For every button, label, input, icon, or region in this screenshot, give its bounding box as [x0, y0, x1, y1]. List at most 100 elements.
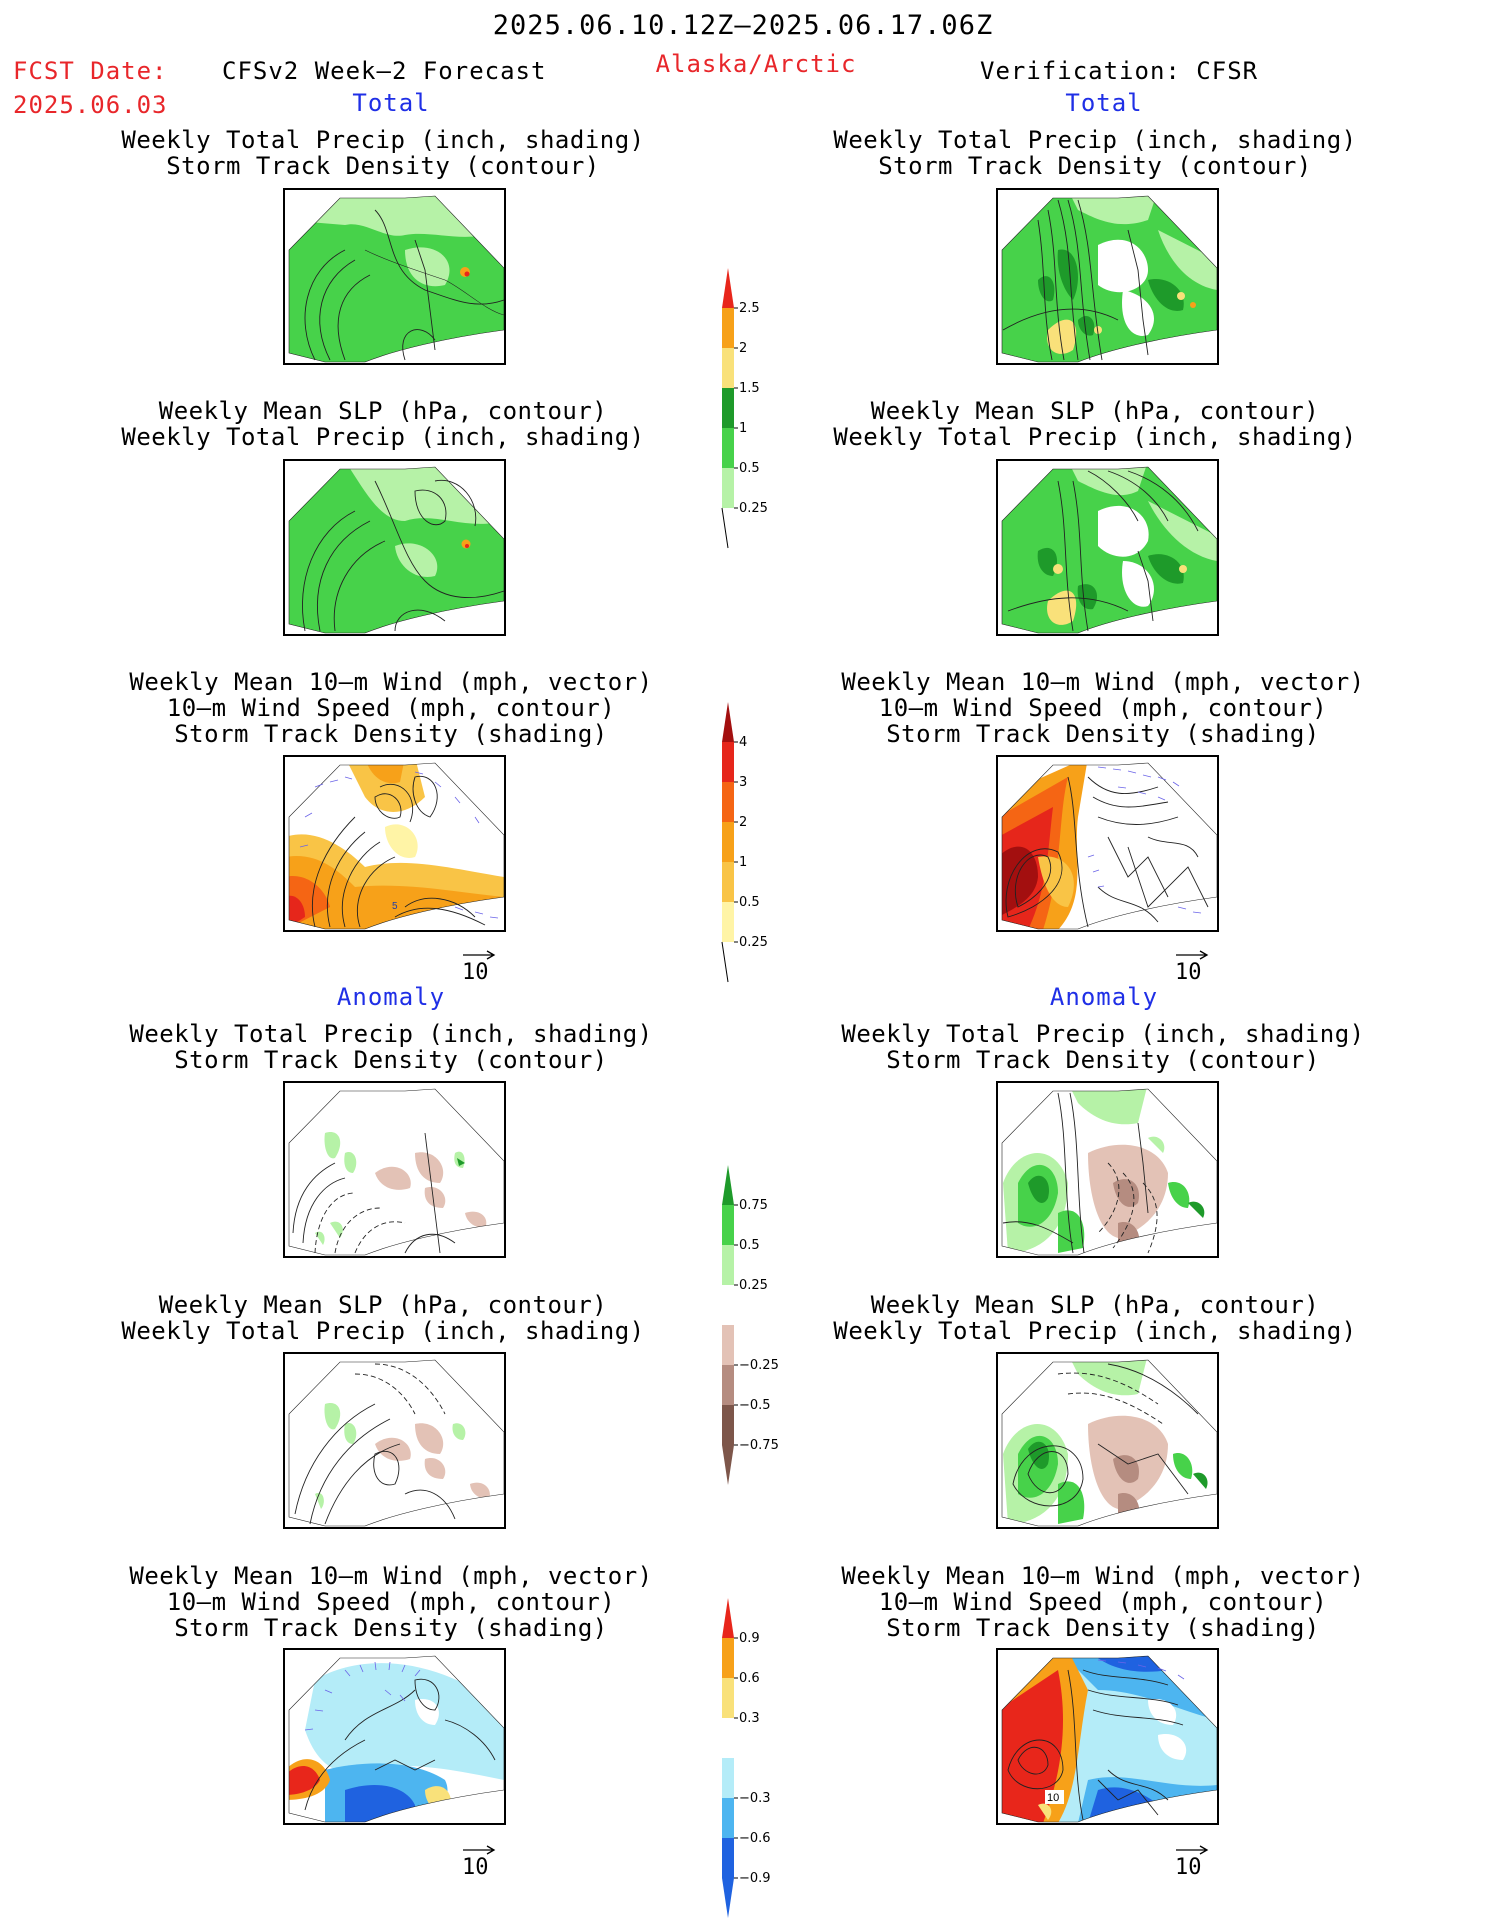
vector-ref-total-left: 10 — [462, 950, 496, 985]
section-total-left: Total — [352, 89, 430, 117]
colorbar-segment — [722, 782, 734, 822]
map-anom-wind-left — [283, 1648, 506, 1825]
colorbar-tail — [721, 941, 729, 983]
map-total-slp-right — [996, 459, 1219, 636]
panel-title-anom-slp-left: Weekly Mean SLP (hPa, contour) Weekly Tot… — [121, 1291, 645, 1345]
map-anom-wind-right: 10 — [996, 1648, 1219, 1825]
section-total-right: Total — [1065, 89, 1143, 117]
colorbar-precip-total: 2.5 2 1.5 1 0.5 0.25 — [718, 268, 788, 553]
colorbar-segment — [722, 1758, 734, 1798]
colorbar-segment — [722, 1838, 734, 1878]
arrow-right-icon — [1176, 1845, 1209, 1855]
map-anom-slp-left — [283, 1352, 506, 1529]
colorbar-top-triangle — [722, 1165, 734, 1205]
colorbar-storm-total: 4 3 2 1 0.5 0.25 — [718, 702, 788, 987]
colorbar-tick-label: −0.3 — [739, 1791, 771, 1806]
colorbar-tick-label: −0.9 — [739, 1871, 771, 1886]
colorbar-segment — [722, 1325, 734, 1365]
colorbar-tail — [721, 507, 729, 549]
vector-ref-anom-left: 10 — [462, 1845, 496, 1880]
panel-title-anom-precip-right: Weekly Total Precip (inch, shading) Storm… — [841, 1020, 1365, 1074]
colorbar-tick-label: 2 — [739, 341, 747, 356]
region-label: Alaska/Arctic — [655, 50, 857, 78]
colorbar-segment — [722, 1678, 734, 1718]
map-total-wind-left: 5 — [283, 755, 506, 932]
colorbar-segment — [722, 428, 734, 468]
vector-ref-label: 10 — [1175, 960, 1202, 985]
map-anom-precip-right — [996, 1081, 1219, 1258]
colorbar-tick-label: 0.75 — [739, 1198, 768, 1213]
colorbar-segment — [722, 1205, 734, 1245]
colorbar-tick-label: 1.5 — [739, 381, 760, 396]
colorbar-segment — [722, 1405, 734, 1445]
colorbar-tick-label: 1 — [739, 421, 747, 436]
arrow-right-icon — [1176, 950, 1209, 960]
colorbar-tick-label: −0.6 — [739, 1831, 771, 1846]
map-total-slp-left — [283, 459, 506, 636]
colorbar-svg: 2.5 2 1.5 1 0.5 0.25 — [721, 268, 768, 549]
colorbar-segment — [722, 348, 734, 388]
colorbar-bottom-triangle — [722, 1445, 734, 1485]
colorbar-tick-label: 0.25 — [739, 501, 768, 516]
arrow-right-icon — [463, 1845, 496, 1855]
map-total-wind-right — [996, 755, 1219, 932]
map-total-precip-left — [283, 188, 506, 365]
panel-title-anom-wind-right: Weekly Mean 10—m Wind (mph, vector) 10—m … — [841, 1562, 1365, 1642]
colorbar-segment — [722, 468, 734, 508]
vector-ref-label: 10 — [462, 1855, 489, 1880]
colorbar-tick-label: 0.25 — [739, 1278, 768, 1293]
colorbar-tick-label: 2 — [739, 815, 747, 830]
vector-ref-anom-right: 10 — [1175, 1845, 1209, 1880]
colorbar-top-triangle — [722, 702, 734, 742]
colorbar-precip-anom: 0.75 0.5 0.25 −0.25 −0.5 −0.75 — [718, 1165, 798, 1485]
panel-title-total-precip-left: Weekly Total Precip (inch, shading) Storm… — [121, 126, 645, 180]
fcst-date-value: 2025.06.03 — [13, 91, 168, 119]
arrow-right-icon — [463, 950, 496, 960]
colorbar-tick-label: 0.5 — [739, 1238, 760, 1253]
colorbar-segment — [722, 1798, 734, 1838]
map-anom-precip-left — [283, 1081, 506, 1258]
panel-title-total-wind-right: Weekly Mean 10—m Wind (mph, vector) 10—m … — [841, 668, 1365, 748]
colorbar-tick-label: 1 — [739, 855, 747, 870]
colorbar-tick-label: 0.25 — [739, 935, 768, 950]
colorbar-segment — [722, 308, 734, 348]
colorbar-svg: 4 3 2 1 0.5 0.25 — [721, 702, 768, 983]
colorbar-tick-label: 3 — [739, 775, 747, 790]
panel-title-anom-precip-left: Weekly Total Precip (inch, shading) Storm… — [129, 1020, 653, 1074]
map-total-precip-right — [996, 188, 1219, 365]
panel-title-total-slp-right: Weekly Mean SLP (hPa, contour) Weekly Tot… — [833, 397, 1357, 451]
fcst-date-label: FCST Date: — [13, 57, 168, 85]
colorbar-tick-label: −0.75 — [739, 1438, 779, 1453]
colorbar-tick-label: −0.5 — [739, 1398, 771, 1413]
colorbar-segment — [722, 742, 734, 782]
colorbar-tick-label: 0.5 — [739, 895, 760, 910]
colorbar-storm-anom: 0.9 0.6 0.3 −0.3 −0.6 −0.9 — [718, 1598, 798, 1918]
colorbar-segment — [722, 1365, 734, 1405]
section-anomaly-right: Anomaly — [1049, 983, 1159, 1011]
colorbar-segment — [722, 1245, 734, 1285]
colorbar-segment — [722, 388, 734, 428]
forecast-label: CFSv2 Week—2 Forecast — [222, 57, 547, 85]
colorbar-top-triangle — [722, 1598, 734, 1638]
colorbar-tick-label: 0.9 — [739, 1631, 760, 1646]
colorbar-top-triangle — [722, 268, 734, 308]
map-anom-slp-right — [996, 1352, 1219, 1529]
vector-ref-label: 10 — [1175, 1855, 1202, 1880]
colorbar-segment — [722, 1718, 734, 1758]
colorbar-svg: 0.75 0.5 0.25 −0.25 −0.5 −0.75 — [722, 1165, 779, 1485]
colorbar-tick-label: 0.5 — [739, 461, 760, 476]
panel-title-anom-slp-right: Weekly Mean SLP (hPa, contour) Weekly Tot… — [833, 1291, 1357, 1345]
colorbar-bottom-triangle — [722, 1878, 734, 1918]
section-anomaly-left: Anomaly — [336, 983, 446, 1011]
colorbar-segment — [722, 902, 734, 942]
contour-label-box — [1045, 1790, 1064, 1804]
colorbar-segment — [722, 1638, 734, 1678]
colorbar-svg: 0.9 0.6 0.3 −0.3 −0.6 −0.9 — [722, 1598, 771, 1918]
colorbar-tick-label: 0.3 — [739, 1711, 760, 1726]
panel-title-total-slp-left: Weekly Mean SLP (hPa, contour) Weekly Tot… — [121, 397, 645, 451]
colorbar-segment — [722, 862, 734, 902]
colorbar-segment — [722, 1285, 734, 1325]
vector-ref-label: 10 — [462, 960, 489, 985]
colorbar-tick-label: 2.5 — [739, 301, 760, 316]
panel-title-total-wind-left: Weekly Mean 10—m Wind (mph, vector) 10—m … — [129, 668, 653, 748]
